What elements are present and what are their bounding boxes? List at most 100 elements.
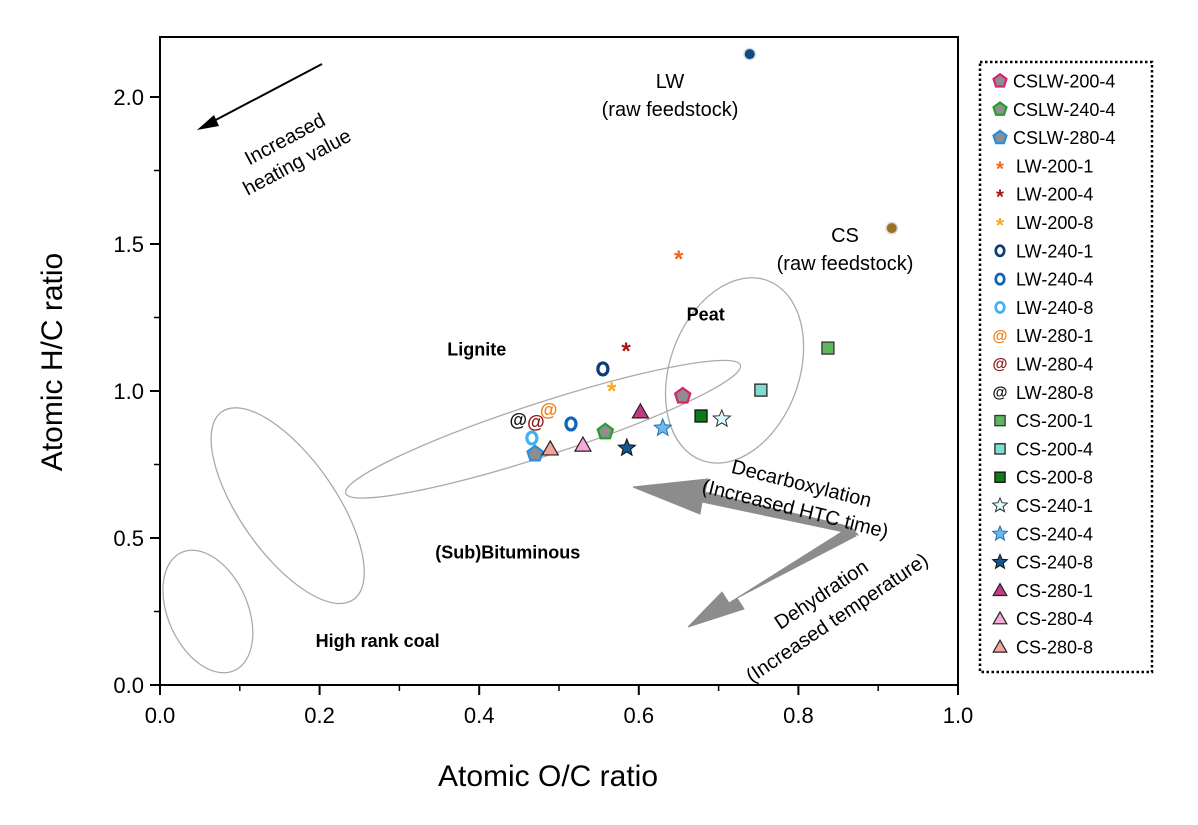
legend-item: CS-200-1	[994, 411, 1093, 431]
data-point-lw-240-8	[525, 430, 539, 446]
y-tick-label: 2.0	[113, 85, 144, 110]
x-tick-label: 0.2	[304, 703, 335, 728]
y-tick-label: 0.5	[113, 526, 144, 551]
legend-item: CS-240-8	[991, 553, 1093, 573]
legend-label: LW-200-1	[1016, 156, 1093, 176]
legend-item: CSLW-240-4	[992, 100, 1115, 120]
region-label: Lignite	[447, 340, 506, 360]
legend-marker-cs-240-4	[991, 524, 1009, 542]
heating-value-arrow-line	[209, 63, 323, 124]
legend-label: CS-240-8	[1016, 553, 1093, 573]
legend-label: CSLW-200-4	[1013, 72, 1115, 92]
y-axis-title: Atomic H/C ratio	[36, 253, 69, 471]
data-point-lw-280-4: @	[527, 412, 545, 432]
legend-item: CS-280-8	[992, 638, 1093, 658]
legend-item: * LW-200-1	[996, 156, 1093, 180]
x-tick-label: 0.6	[624, 703, 655, 728]
data-point-lw-280-8: @	[510, 410, 528, 430]
legend-item: CSLW-200-4	[992, 72, 1115, 92]
data-point-cs-200-8	[694, 409, 708, 423]
legend-item: * LW-200-4	[996, 185, 1093, 209]
legend-marker-lw-200-1: *	[996, 158, 1004, 180]
legend-item: CSLW-280-4	[992, 128, 1115, 148]
legend-marker-lw-240-1	[994, 244, 1006, 258]
legend-item: CS-280-1	[992, 581, 1093, 601]
legend-label: LW-280-4	[1016, 355, 1093, 375]
legend-marker-cs-200-1	[994, 414, 1006, 427]
data-point-cs-280-1	[631, 402, 650, 419]
legend-item: @ LW-280-4	[993, 355, 1094, 375]
region-ellipse-high-rank-coal	[162, 549, 254, 674]
data-point-cslw-280-4	[526, 444, 544, 462]
svg-text:*: *	[607, 378, 617, 405]
legend-label: LW-240-8	[1016, 298, 1093, 318]
svg-text:@: @	[993, 328, 1008, 345]
legend-label: CS-280-4	[1016, 609, 1093, 629]
svg-text:@: @	[540, 400, 558, 420]
legend-item: * LW-200-8	[996, 213, 1093, 237]
svg-text:*: *	[996, 215, 1004, 237]
legend-marker-cs-280-4	[992, 610, 1008, 625]
y-tick-label: 1.0	[113, 379, 144, 404]
data-point-cs-240-4	[652, 417, 673, 437]
data-point-lw-200-4: *	[621, 338, 631, 365]
data-point-cs-280-8	[541, 439, 560, 456]
legend-item: @ LW-280-8	[993, 383, 1094, 403]
legend-label: CS-240-4	[1016, 524, 1093, 544]
legend-marker-cs-200-8	[994, 471, 1006, 483]
dehydration-arrow	[687, 527, 857, 628]
legend-label: LW-200-8	[1016, 213, 1093, 233]
legend-marker-cs-240-1	[991, 496, 1009, 513]
data-point-cs-280-4	[573, 435, 592, 452]
legend-marker-cslw-280-4	[992, 129, 1008, 145]
legend-marker-cslw-200-4	[992, 72, 1008, 88]
data-point-cs-200-4	[754, 383, 768, 397]
region-ellipse-peat	[664, 277, 805, 464]
x-tick-label: 0.4	[464, 703, 495, 728]
legend-item: @ LW-280-1	[993, 326, 1094, 346]
y-tick-label: 1.5	[113, 232, 144, 257]
legend-label: CSLW-280-4	[1013, 128, 1115, 148]
legend-marker-cs-280-1	[992, 582, 1008, 597]
legend-marker-cslw-240-4	[992, 101, 1008, 116]
data-point-cs-200-1	[821, 341, 835, 355]
legend-item: CS-240-1	[991, 496, 1093, 516]
dehydration-label-line2: (Increased temperature)	[742, 549, 932, 687]
x-tick-label: 1.0	[943, 703, 974, 728]
decarboxylation-arrow	[632, 478, 860, 536]
legend-item: CS-200-4	[994, 439, 1093, 459]
process-arrows	[197, 63, 860, 628]
data-point-cslw-240-4	[596, 422, 615, 440]
data-point-lw-280-1: @	[540, 400, 558, 420]
legend-marker-cs-240-8	[991, 553, 1009, 570]
heating-value-arrow-head	[197, 115, 219, 130]
region-labels: Peat Lignite (Sub)Bituminous High rank coal	[316, 304, 725, 650]
raw-feedstock-point-lw	[743, 47, 757, 61]
legend-item: LW-240-8	[994, 298, 1093, 318]
region-label: (Sub)Bituminous	[435, 543, 580, 563]
legend-item: LW-240-4	[994, 270, 1093, 290]
legend-label: CS-200-4	[1016, 439, 1093, 459]
x-tick-label: 0.0	[145, 703, 176, 728]
legend-label: CS-200-8	[1016, 468, 1093, 488]
data-point-lw-240-4	[564, 416, 578, 432]
legend-label: CS-280-1	[1016, 581, 1093, 601]
axis-ticks: 0.0 0.2 0.4 0.6 0.8 1.0 0.0 0.5 1.0 1.5 2.0	[113, 85, 973, 728]
legend-marker-lw-280-8: @	[993, 384, 1008, 401]
legend-label: CS-240-1	[1016, 496, 1093, 516]
legend-marker-lw-200-8: *	[996, 215, 1004, 237]
raw-lw-label-line1: LW	[656, 71, 685, 93]
raw-feedstock-point-cs	[885, 221, 899, 235]
legend-box	[978, 60, 1154, 674]
x-axis-title: Atomic O/C ratio	[438, 760, 658, 793]
svg-text:*: *	[674, 246, 684, 273]
region-label: High rank coal	[316, 631, 440, 651]
data-point-cslw-200-4	[673, 386, 692, 404]
data-point-lw-200-8: *	[607, 378, 617, 405]
coal-rank-regions	[162, 277, 805, 674]
svg-text:@: @	[527, 412, 545, 432]
legend-marker-cs-200-4	[994, 443, 1006, 455]
data-points: ***@@@	[510, 47, 899, 462]
